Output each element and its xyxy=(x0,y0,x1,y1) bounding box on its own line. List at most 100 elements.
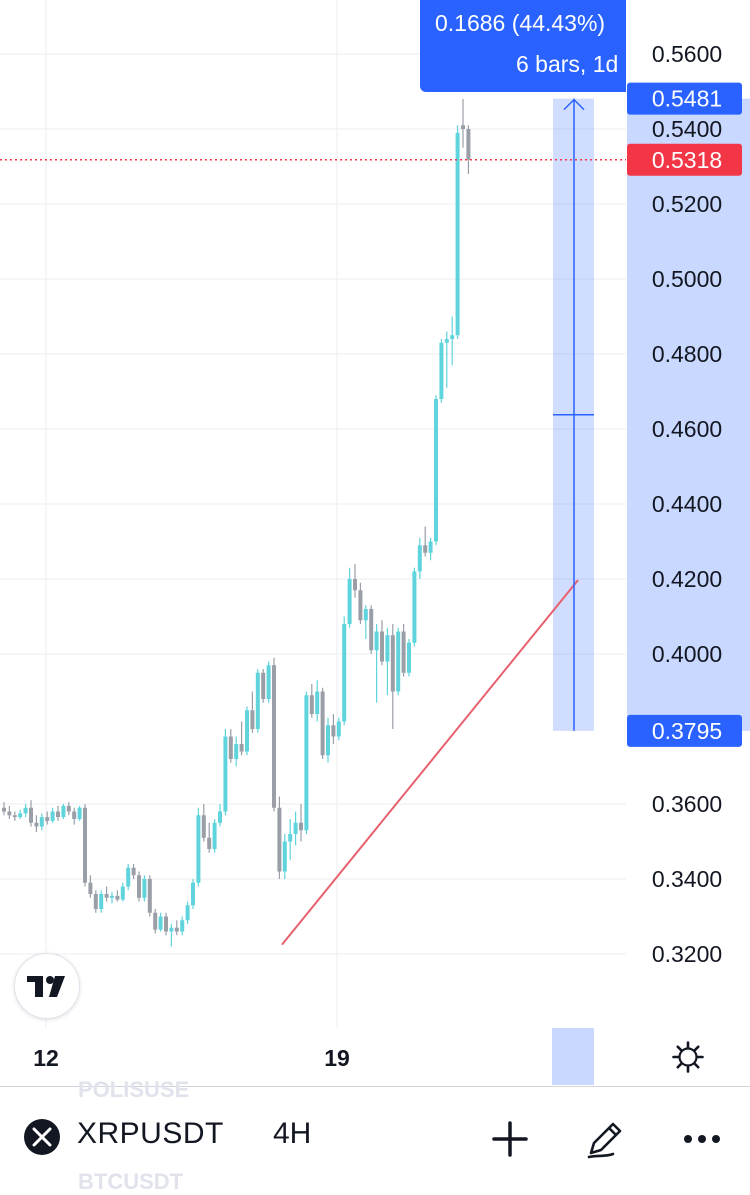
candle-body xyxy=(466,129,471,160)
candle-body xyxy=(212,822,217,849)
candle-body xyxy=(255,672,260,729)
candle xyxy=(374,624,379,703)
candle xyxy=(137,871,141,902)
x-tick-label: 12 xyxy=(33,1045,59,1071)
candle xyxy=(201,804,206,842)
candle xyxy=(196,807,201,887)
measure-high-badge: 0.5481 xyxy=(627,82,742,115)
watchlist-ghost-item: POLISUSE xyxy=(78,1077,190,1102)
candle xyxy=(212,819,217,853)
candle xyxy=(423,526,428,557)
candle-body xyxy=(147,879,152,913)
candle-body xyxy=(218,811,222,823)
symbol-name[interactable]: XRPUSDT xyxy=(77,1117,224,1150)
watchlist-ghost-item: BTCUSDT xyxy=(78,1169,184,1194)
more-dots-icon[interactable] xyxy=(680,1117,724,1161)
pencil-icon[interactable] xyxy=(583,1117,627,1161)
candle xyxy=(207,822,212,853)
candle xyxy=(401,624,406,677)
candle xyxy=(115,890,120,902)
price-axis[interactable]: 0.5600 0.5400 0.5200 0.5000 0.4800 0.4600 0.44… xyxy=(652,41,722,967)
candle-body xyxy=(2,807,6,812)
candle xyxy=(277,796,282,879)
candle-body xyxy=(191,882,195,906)
candle-body xyxy=(401,631,406,673)
candle-body xyxy=(39,817,44,827)
candle-body xyxy=(288,834,293,842)
price-chart[interactable]: 0.5600 0.5400 0.5200 0.5000 0.4800 0.4600 0.44… xyxy=(0,0,750,1086)
candle xyxy=(7,805,12,819)
candle-body xyxy=(439,342,444,399)
candle-body xyxy=(293,822,298,834)
candle-body xyxy=(299,822,303,831)
candle xyxy=(61,804,66,819)
candle xyxy=(385,627,390,696)
candle-body xyxy=(363,609,368,621)
measure-low-badge-label: 0.3795 xyxy=(652,718,722,744)
candle xyxy=(99,890,104,913)
candle-body xyxy=(23,807,28,814)
candle-body xyxy=(180,920,185,932)
candle-body xyxy=(385,635,390,662)
candle-body xyxy=(304,695,309,831)
candle-body xyxy=(77,807,82,819)
measure-tooltip: 0.1686 (44.43%) 6 bars, 1d xyxy=(420,0,626,92)
price-badges: 0.5481 0.5318 0.3795 xyxy=(627,82,742,747)
candle-body xyxy=(272,665,276,808)
candle xyxy=(56,805,60,821)
candle-body xyxy=(234,744,239,759)
measure-bars-text: 6 bars, 1d xyxy=(516,51,619,77)
candle-body xyxy=(266,665,271,699)
candle xyxy=(45,811,50,825)
candle-body xyxy=(353,579,357,591)
candle xyxy=(245,706,249,756)
candle-body xyxy=(174,927,179,932)
candle xyxy=(444,331,449,388)
candle xyxy=(131,864,136,879)
candle-body xyxy=(407,642,411,673)
y-tick-label: 0.4000 xyxy=(652,641,722,667)
candle-body xyxy=(153,912,158,930)
candle-body xyxy=(88,882,93,894)
candle-body xyxy=(450,335,455,339)
candle-body xyxy=(126,867,131,887)
candle xyxy=(466,125,471,174)
candle-body xyxy=(99,894,104,909)
candle-body xyxy=(245,710,249,752)
candle-body xyxy=(277,807,282,872)
candle-body xyxy=(66,805,71,812)
candle-body xyxy=(115,895,120,900)
candle-body xyxy=(93,894,98,909)
xrp-logo-icon[interactable] xyxy=(24,1119,60,1155)
candle xyxy=(428,537,433,561)
candle-body xyxy=(326,725,330,756)
time-axis[interactable]: 12 19 xyxy=(33,1045,350,1071)
bottom-toolbar: POLISUSE BTCUSDT XRPUSDT 4H xyxy=(0,1077,750,1194)
measure-arrow xyxy=(553,98,594,731)
gear-icon[interactable] xyxy=(672,1041,704,1073)
candle-body xyxy=(282,841,287,872)
candle xyxy=(12,811,17,821)
candle-body xyxy=(390,635,395,692)
candle-body xyxy=(396,631,401,692)
candle xyxy=(417,537,422,579)
measure-axis-band xyxy=(627,98,750,731)
plus-icon[interactable] xyxy=(488,1117,532,1161)
candle-body xyxy=(137,875,141,898)
last-price-badge-label: 0.5318 xyxy=(652,147,722,173)
candle xyxy=(293,811,298,846)
candle-body xyxy=(45,817,50,821)
candle-body xyxy=(110,895,114,898)
candle-body xyxy=(347,579,352,624)
candle-body xyxy=(223,736,228,812)
candle-body xyxy=(261,672,266,699)
candle xyxy=(358,582,363,624)
candle xyxy=(110,892,114,904)
tradingview-logo-icon[interactable] xyxy=(14,953,80,1019)
candle xyxy=(342,616,347,726)
candle xyxy=(461,99,465,148)
trendline[interactable] xyxy=(281,579,579,946)
timeframe-button[interactable]: 4H xyxy=(273,1117,312,1150)
candle-body xyxy=(331,725,336,737)
candle xyxy=(331,714,336,744)
